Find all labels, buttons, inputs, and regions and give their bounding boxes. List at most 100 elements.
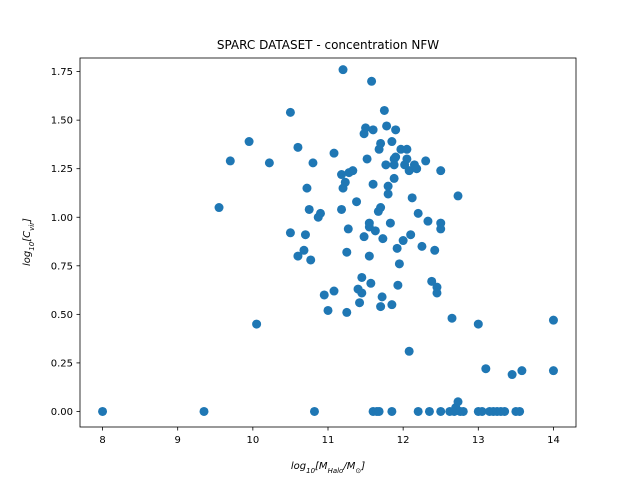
data-point xyxy=(423,216,433,226)
data-point xyxy=(412,164,422,174)
data-point xyxy=(391,152,401,162)
y-axis-label: log10[Cvir] xyxy=(22,218,36,266)
y-tick-label: 0.50 xyxy=(51,310,73,321)
data-point xyxy=(342,247,352,257)
data-point xyxy=(383,181,393,191)
data-point xyxy=(329,286,339,296)
x-axis: 8 9 10 11 12 13 14 xyxy=(99,427,560,446)
data-point xyxy=(500,406,510,416)
data-point xyxy=(481,364,491,374)
data-point xyxy=(477,406,487,416)
data-point xyxy=(370,226,380,236)
y-tick-label: 0.00 xyxy=(51,407,73,418)
data-point xyxy=(302,183,312,193)
data-point xyxy=(427,276,437,286)
data-point xyxy=(338,65,348,75)
data-point xyxy=(304,204,314,214)
data-point xyxy=(398,236,408,246)
data-point xyxy=(319,290,329,300)
data-point xyxy=(368,125,378,135)
data-point xyxy=(436,166,446,176)
data-point xyxy=(378,234,388,244)
data-point xyxy=(348,166,358,176)
data-point xyxy=(387,300,397,310)
y-tick-label: 0.25 xyxy=(51,358,73,369)
data-point xyxy=(379,105,389,115)
data-point xyxy=(387,137,397,147)
x-axis-label: log10[MHalo/M⊙] xyxy=(291,461,365,475)
data-point xyxy=(507,370,517,380)
y-axis: 0.00 0.25 0.50 0.75 1.00 1.25 1.50 1.75 xyxy=(51,67,80,418)
x-tick-label: 11 xyxy=(322,435,335,446)
x-tick-label: 9 xyxy=(175,435,181,446)
data-point xyxy=(362,154,372,164)
data-point xyxy=(376,138,386,148)
data-point xyxy=(329,148,339,158)
data-point xyxy=(432,288,442,298)
data-point xyxy=(306,255,316,265)
data-point xyxy=(424,406,434,416)
data-point xyxy=(315,208,325,218)
y-tick-label: 1.75 xyxy=(51,67,73,78)
data-point xyxy=(394,259,404,269)
data-point xyxy=(293,142,303,152)
data-point xyxy=(285,228,295,238)
data-point xyxy=(376,203,386,213)
data-point xyxy=(357,272,367,282)
data-point xyxy=(374,406,384,416)
y-tick-label: 1.50 xyxy=(51,116,73,127)
x-tick-label: 12 xyxy=(397,435,410,446)
y-tick-label: 1.00 xyxy=(51,213,73,224)
data-point xyxy=(376,302,386,312)
data-point xyxy=(517,366,527,376)
data-point xyxy=(430,245,440,255)
data-point xyxy=(337,170,347,180)
data-point xyxy=(309,406,319,416)
data-point xyxy=(293,251,303,261)
data-point xyxy=(421,156,431,166)
data-point xyxy=(417,241,427,251)
data-point xyxy=(385,218,395,228)
data-point xyxy=(308,158,318,168)
data-point xyxy=(364,218,374,228)
data-point xyxy=(407,193,417,203)
data-point xyxy=(436,406,446,416)
data-point xyxy=(214,203,224,213)
data-point xyxy=(361,123,371,133)
x-tick-label: 8 xyxy=(99,435,105,446)
data-point xyxy=(389,173,399,183)
data-point xyxy=(342,307,352,317)
data-point xyxy=(359,232,369,242)
data-point xyxy=(357,288,367,298)
x-tick-label: 10 xyxy=(246,435,259,446)
data-point xyxy=(387,406,397,416)
data-point xyxy=(382,121,392,131)
data-point xyxy=(458,406,468,416)
data-point xyxy=(436,218,446,228)
data-point xyxy=(352,197,362,207)
data-point xyxy=(392,243,402,253)
data-point xyxy=(413,406,423,416)
data-point xyxy=(366,278,376,288)
data-point xyxy=(447,313,457,323)
data-points xyxy=(98,65,558,416)
data-point xyxy=(364,251,374,261)
x-tick-label: 14 xyxy=(547,435,560,446)
data-point xyxy=(453,397,463,407)
data-point xyxy=(264,158,274,168)
data-point xyxy=(473,319,483,329)
data-point xyxy=(383,189,393,199)
data-point xyxy=(343,224,353,234)
data-point xyxy=(299,245,309,255)
chart-title: SPARC DATASET - concentration NFW xyxy=(217,38,439,52)
data-point xyxy=(244,137,254,147)
data-point xyxy=(406,230,416,240)
data-point xyxy=(252,319,262,329)
data-point xyxy=(548,315,558,325)
data-point xyxy=(515,406,525,416)
data-point xyxy=(391,125,401,135)
data-point xyxy=(337,204,347,214)
data-point xyxy=(340,177,350,187)
